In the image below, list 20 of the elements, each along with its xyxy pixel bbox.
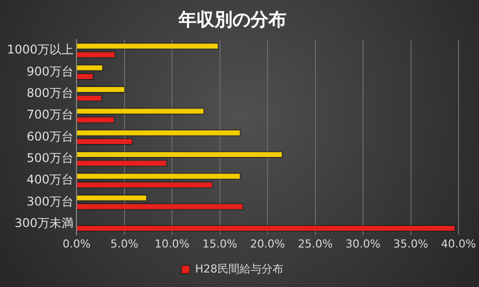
x-tick-label: 25.0%: [298, 237, 333, 250]
chart-title: 年収別の分布: [178, 9, 286, 30]
y-tick-label: 900万台: [26, 64, 74, 78]
x-tick-label: 20.0%: [250, 237, 286, 250]
x-tick-label: 15.0%: [202, 237, 238, 250]
x-tick-label: 5.0%: [110, 237, 138, 250]
x-tick-label: 40.0%: [441, 237, 476, 250]
y-tick-label: 800万台: [26, 86, 74, 100]
legend-label: H28民間給与分布: [195, 262, 284, 276]
y-tick-label: 600万台: [26, 129, 74, 144]
y-tick-label: 500万台: [26, 151, 74, 166]
x-tick-label: 35.0%: [393, 237, 428, 250]
y-tick-label: 400万台: [26, 172, 74, 187]
x-tick-label: 0.0%: [62, 237, 91, 250]
y-tick-label: 700万台: [26, 108, 74, 122]
x-tick-label: 10.0%: [154, 237, 190, 250]
y-tick-label: 300万台: [26, 194, 74, 208]
y-tick-label: 300万未満: [14, 216, 74, 230]
x-tick-label: 30.0%: [346, 237, 381, 250]
y-tick-label: 1000万以上: [6, 42, 74, 57]
